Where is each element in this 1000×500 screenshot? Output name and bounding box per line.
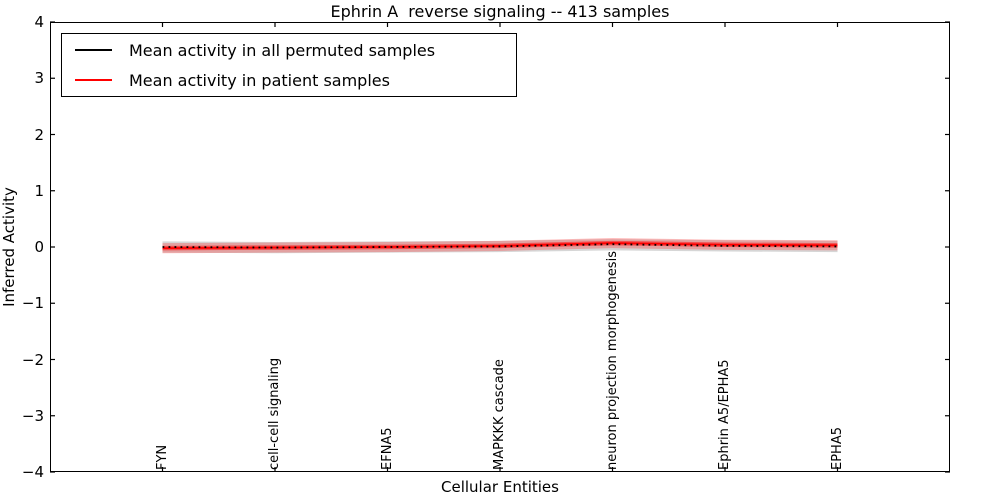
legend-entry-patient: Mean activity in patient samples [62,66,516,94]
y-tick-label: −3 [21,406,44,425]
x-tick-label: EFNA5 [379,427,395,470]
y-tick-label: 4 [34,13,44,31]
x-tick-label: MAPKKK cascade [492,359,507,470]
legend-entry-permuted: Mean activity in all permuted samples [62,36,516,64]
y-tick-label: 3 [34,69,44,88]
red-line-icon [75,79,112,81]
x-tick-label: EPHA5 [829,427,845,470]
y-tick-label: −2 [21,350,44,369]
legend-label: Mean activity in all permuted samples [129,40,436,60]
x-tick-label: Ephrin A5/EPHA5 [717,359,732,470]
legend-label: Mean activity in patient samples [129,70,390,90]
x-tick-label: neuron projection morphogenesis [604,251,620,470]
y-tick-label: 0 [34,238,44,256]
y-tick-label: −4 [21,463,44,481]
x-axis-label: Cellular Entities [441,478,559,496]
y-tick-label: 1 [34,181,44,200]
x-tick-label: FYN [154,444,170,470]
chart-title: Ephrin A reverse signaling -- 413 sample… [330,2,670,21]
legend: Mean activity in all permuted samples Me… [61,33,517,97]
y-tick-label: −1 [21,294,44,313]
y-tick-label: 2 [34,125,44,144]
black-line-icon [75,49,112,51]
x-tick-label: cell-cell signaling [267,357,282,470]
